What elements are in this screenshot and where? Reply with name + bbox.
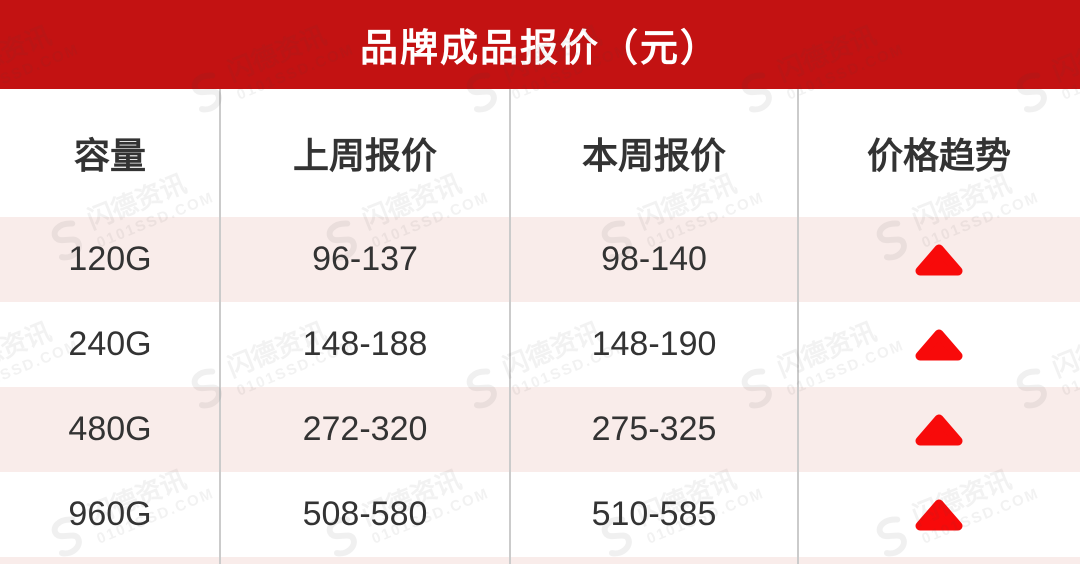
trend-cell [798, 302, 1080, 387]
capacity-cell: 480G [68, 410, 152, 448]
table-row: 960G 508-580 510-585 [0, 472, 1080, 557]
capacity-cell: 240G [68, 325, 152, 363]
trend-up-icon [915, 499, 963, 530]
column-divider [219, 89, 221, 564]
table-header-row: 容量 上周报价 本周报价 价格趋势 [0, 89, 1080, 217]
banner: 品牌成品报价（元） [0, 0, 1080, 89]
header-trend: 价格趋势 [866, 135, 1011, 176]
column-divider [509, 89, 511, 564]
this-week-cell: 275-325 [591, 410, 717, 448]
header-last-week: 上周报价 [292, 135, 437, 176]
trend-cell [798, 217, 1080, 302]
trend-up-icon [915, 244, 963, 275]
header-this-week: 本周报价 [581, 135, 726, 176]
this-week-cell: 148-190 [591, 325, 717, 363]
next-row-partial [0, 557, 1080, 564]
trend-cell [798, 387, 1080, 472]
table-row: 480G 272-320 275-325 [0, 387, 1080, 472]
table-row: 240G 148-188 148-190 [0, 302, 1080, 387]
trend-up-icon [915, 329, 963, 360]
capacity-cell: 120G [68, 240, 152, 278]
column-divider [797, 89, 799, 564]
trend-cell [798, 472, 1080, 557]
header-capacity: 容量 [73, 135, 146, 176]
this-week-cell: 98-140 [601, 240, 707, 278]
table-row: 120G 96-137 98-140 [0, 217, 1080, 302]
this-week-cell: 510-585 [591, 495, 717, 533]
last-week-cell: 96-137 [312, 240, 418, 278]
last-week-cell: 508-580 [302, 495, 428, 533]
last-week-cell: 148-188 [302, 325, 428, 363]
capacity-cell: 960G [68, 495, 152, 533]
last-week-cell: 272-320 [302, 410, 428, 448]
trend-up-icon [915, 414, 963, 445]
page-title: 品牌成品报价（元） [359, 28, 720, 70]
